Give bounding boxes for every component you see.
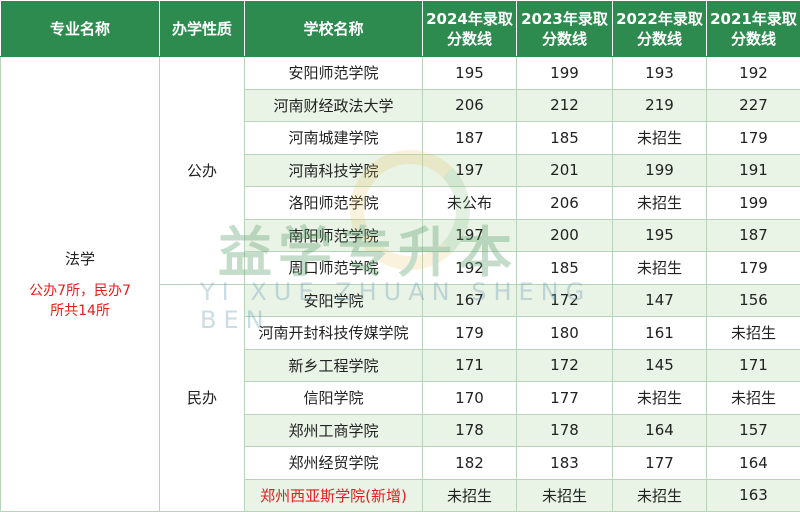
score-2023: 185 bbox=[516, 251, 613, 285]
score-2024: 170 bbox=[422, 381, 517, 415]
score-2022: 219 bbox=[612, 88, 707, 122]
table-row: 河南开封科技传媒学院 179 180 161 未招生 bbox=[1, 316, 800, 350]
table-row: 民办 安阳学院 167 172 147 156 bbox=[1, 283, 800, 512]
score-2022: 161 bbox=[612, 316, 707, 350]
score-2021: 192 bbox=[706, 56, 800, 90]
score-2023: 172 bbox=[516, 283, 613, 317]
score-2023: 177 bbox=[516, 381, 613, 415]
score-2023: 180 bbox=[516, 316, 613, 350]
score-2021: 179 bbox=[706, 121, 800, 155]
score-2022: 未招生 bbox=[612, 121, 707, 155]
table-row: 河南财经政法大学 206 212 219 227 bbox=[1, 88, 800, 122]
score-2022: 193 bbox=[612, 56, 707, 90]
school-name: 河南城建学院 bbox=[244, 121, 423, 155]
header-school: 学校名称 bbox=[244, 0, 423, 57]
score-2021: 156 bbox=[706, 283, 800, 317]
school-name: 周口师范学院 bbox=[244, 251, 423, 285]
score-2022: 未招生 bbox=[612, 186, 707, 220]
score-2024: 未公布 bbox=[422, 186, 517, 220]
score-2021: 179 bbox=[706, 251, 800, 285]
score-2021: 227 bbox=[706, 88, 800, 122]
score-2024: 195 bbox=[422, 56, 517, 90]
score-2022: 未招生 bbox=[612, 381, 707, 415]
score-2023: 185 bbox=[516, 121, 613, 155]
score-2022: 147 bbox=[612, 283, 707, 317]
table-row: 郑州工商学院 178 178 164 157 bbox=[1, 413, 800, 447]
score-2022: 199 bbox=[612, 153, 707, 187]
nature-public: 公办 bbox=[159, 56, 245, 285]
score-2021: 163 bbox=[706, 478, 800, 512]
score-2022: 未招生 bbox=[612, 251, 707, 285]
school-name: 洛阳师范学院 bbox=[244, 186, 423, 220]
header-2023: 2023年录取分数线 bbox=[516, 0, 613, 57]
score-2024: 179 bbox=[422, 316, 517, 350]
header-nature: 办学性质 bbox=[159, 0, 245, 57]
score-2023: 200 bbox=[516, 218, 613, 252]
school-name: 河南财经政法大学 bbox=[244, 88, 423, 122]
school-name: 安阳师范学院 bbox=[244, 56, 423, 90]
school-name: 河南开封科技传媒学院 bbox=[244, 316, 423, 350]
score-2022: 164 bbox=[612, 413, 707, 447]
score-2022: 195 bbox=[612, 218, 707, 252]
score-2022: 145 bbox=[612, 348, 707, 382]
score-2023: 178 bbox=[516, 413, 613, 447]
school-name: 信阳学院 bbox=[244, 381, 423, 415]
score-2022: 未招生 bbox=[612, 478, 707, 512]
score-2024: 197 bbox=[422, 153, 517, 187]
score-2024: 187 bbox=[422, 121, 517, 155]
score-2024: 197 bbox=[422, 218, 517, 252]
score-2024: 206 bbox=[422, 88, 517, 122]
score-2024: 178 bbox=[422, 413, 517, 447]
score-2021: 157 bbox=[706, 413, 800, 447]
score-2023: 212 bbox=[516, 88, 613, 122]
score-2023: 172 bbox=[516, 348, 613, 382]
score-2023: 206 bbox=[516, 186, 613, 220]
school-name: 新乡工程学院 bbox=[244, 348, 423, 382]
table-row: 信阳学院 170 177 未招生 未招生 bbox=[1, 381, 800, 415]
score-2022: 177 bbox=[612, 446, 707, 480]
score-2021: 187 bbox=[706, 218, 800, 252]
score-2024: 167 bbox=[422, 283, 517, 317]
score-2021: 164 bbox=[706, 446, 800, 480]
score-2021: 171 bbox=[706, 348, 800, 382]
header-row: 专业名称 办学性质 学校名称 2024年录取分数线 2023年录取分数线 202… bbox=[0, 0, 800, 57]
header-major: 专业名称 bbox=[0, 0, 160, 57]
header-2024: 2024年录取分数线 bbox=[422, 0, 517, 57]
score-2024: 192 bbox=[422, 251, 517, 285]
table-row: 河南城建学院 187 185 未招生 179 bbox=[1, 121, 800, 155]
major-cell: 法学 公办7所，民办7所共14所 bbox=[0, 56, 160, 512]
table-row: 南阳师范学院 197 200 195 187 bbox=[1, 218, 800, 252]
score-2021: 191 bbox=[706, 153, 800, 187]
score-2021: 未招生 bbox=[706, 381, 800, 415]
table-row: 郑州经贸学院 182 183 177 164 bbox=[1, 446, 800, 480]
major-name: 法学 bbox=[64, 249, 95, 268]
school-name: 郑州工商学院 bbox=[244, 413, 423, 447]
table-row: 洛阳师范学院 未公布 206 未招生 199 bbox=[1, 186, 800, 220]
table-row: 周口师范学院 192 185 未招生 179 bbox=[1, 251, 800, 285]
school-name: 安阳学院 bbox=[244, 283, 423, 317]
score-2023: 183 bbox=[516, 446, 613, 480]
header-2021: 2021年录取分数线 bbox=[706, 0, 800, 57]
score-2021: 199 bbox=[706, 186, 800, 220]
nature-private: 民办 bbox=[159, 283, 245, 512]
school-name: 河南科技学院 bbox=[244, 153, 423, 187]
score-2024: 未招生 bbox=[422, 478, 517, 512]
major-note: 公办7所，民办7所共14所 bbox=[29, 282, 131, 319]
score-2024: 171 bbox=[422, 348, 517, 382]
school-name-new: 郑州西亚斯学院(新增) bbox=[244, 478, 423, 512]
score-2023: 未招生 bbox=[516, 478, 613, 512]
header-2022: 2022年录取分数线 bbox=[612, 0, 707, 57]
school-name: 郑州经贸学院 bbox=[244, 446, 423, 480]
table-row: 郑州西亚斯学院(新增) 未招生 未招生 未招生 163 bbox=[1, 478, 800, 512]
score-2021: 未招生 bbox=[706, 316, 800, 350]
score-2023: 199 bbox=[516, 56, 613, 90]
table-row: 河南科技学院 197 201 199 191 bbox=[1, 153, 800, 187]
score-2023: 201 bbox=[516, 153, 613, 187]
table-row: 法学 公办7所，民办7所共14所 公办 安阳师范学院 195 199 193 1… bbox=[0, 56, 800, 512]
score-2024: 182 bbox=[422, 446, 517, 480]
school-name: 南阳师范学院 bbox=[244, 218, 423, 252]
